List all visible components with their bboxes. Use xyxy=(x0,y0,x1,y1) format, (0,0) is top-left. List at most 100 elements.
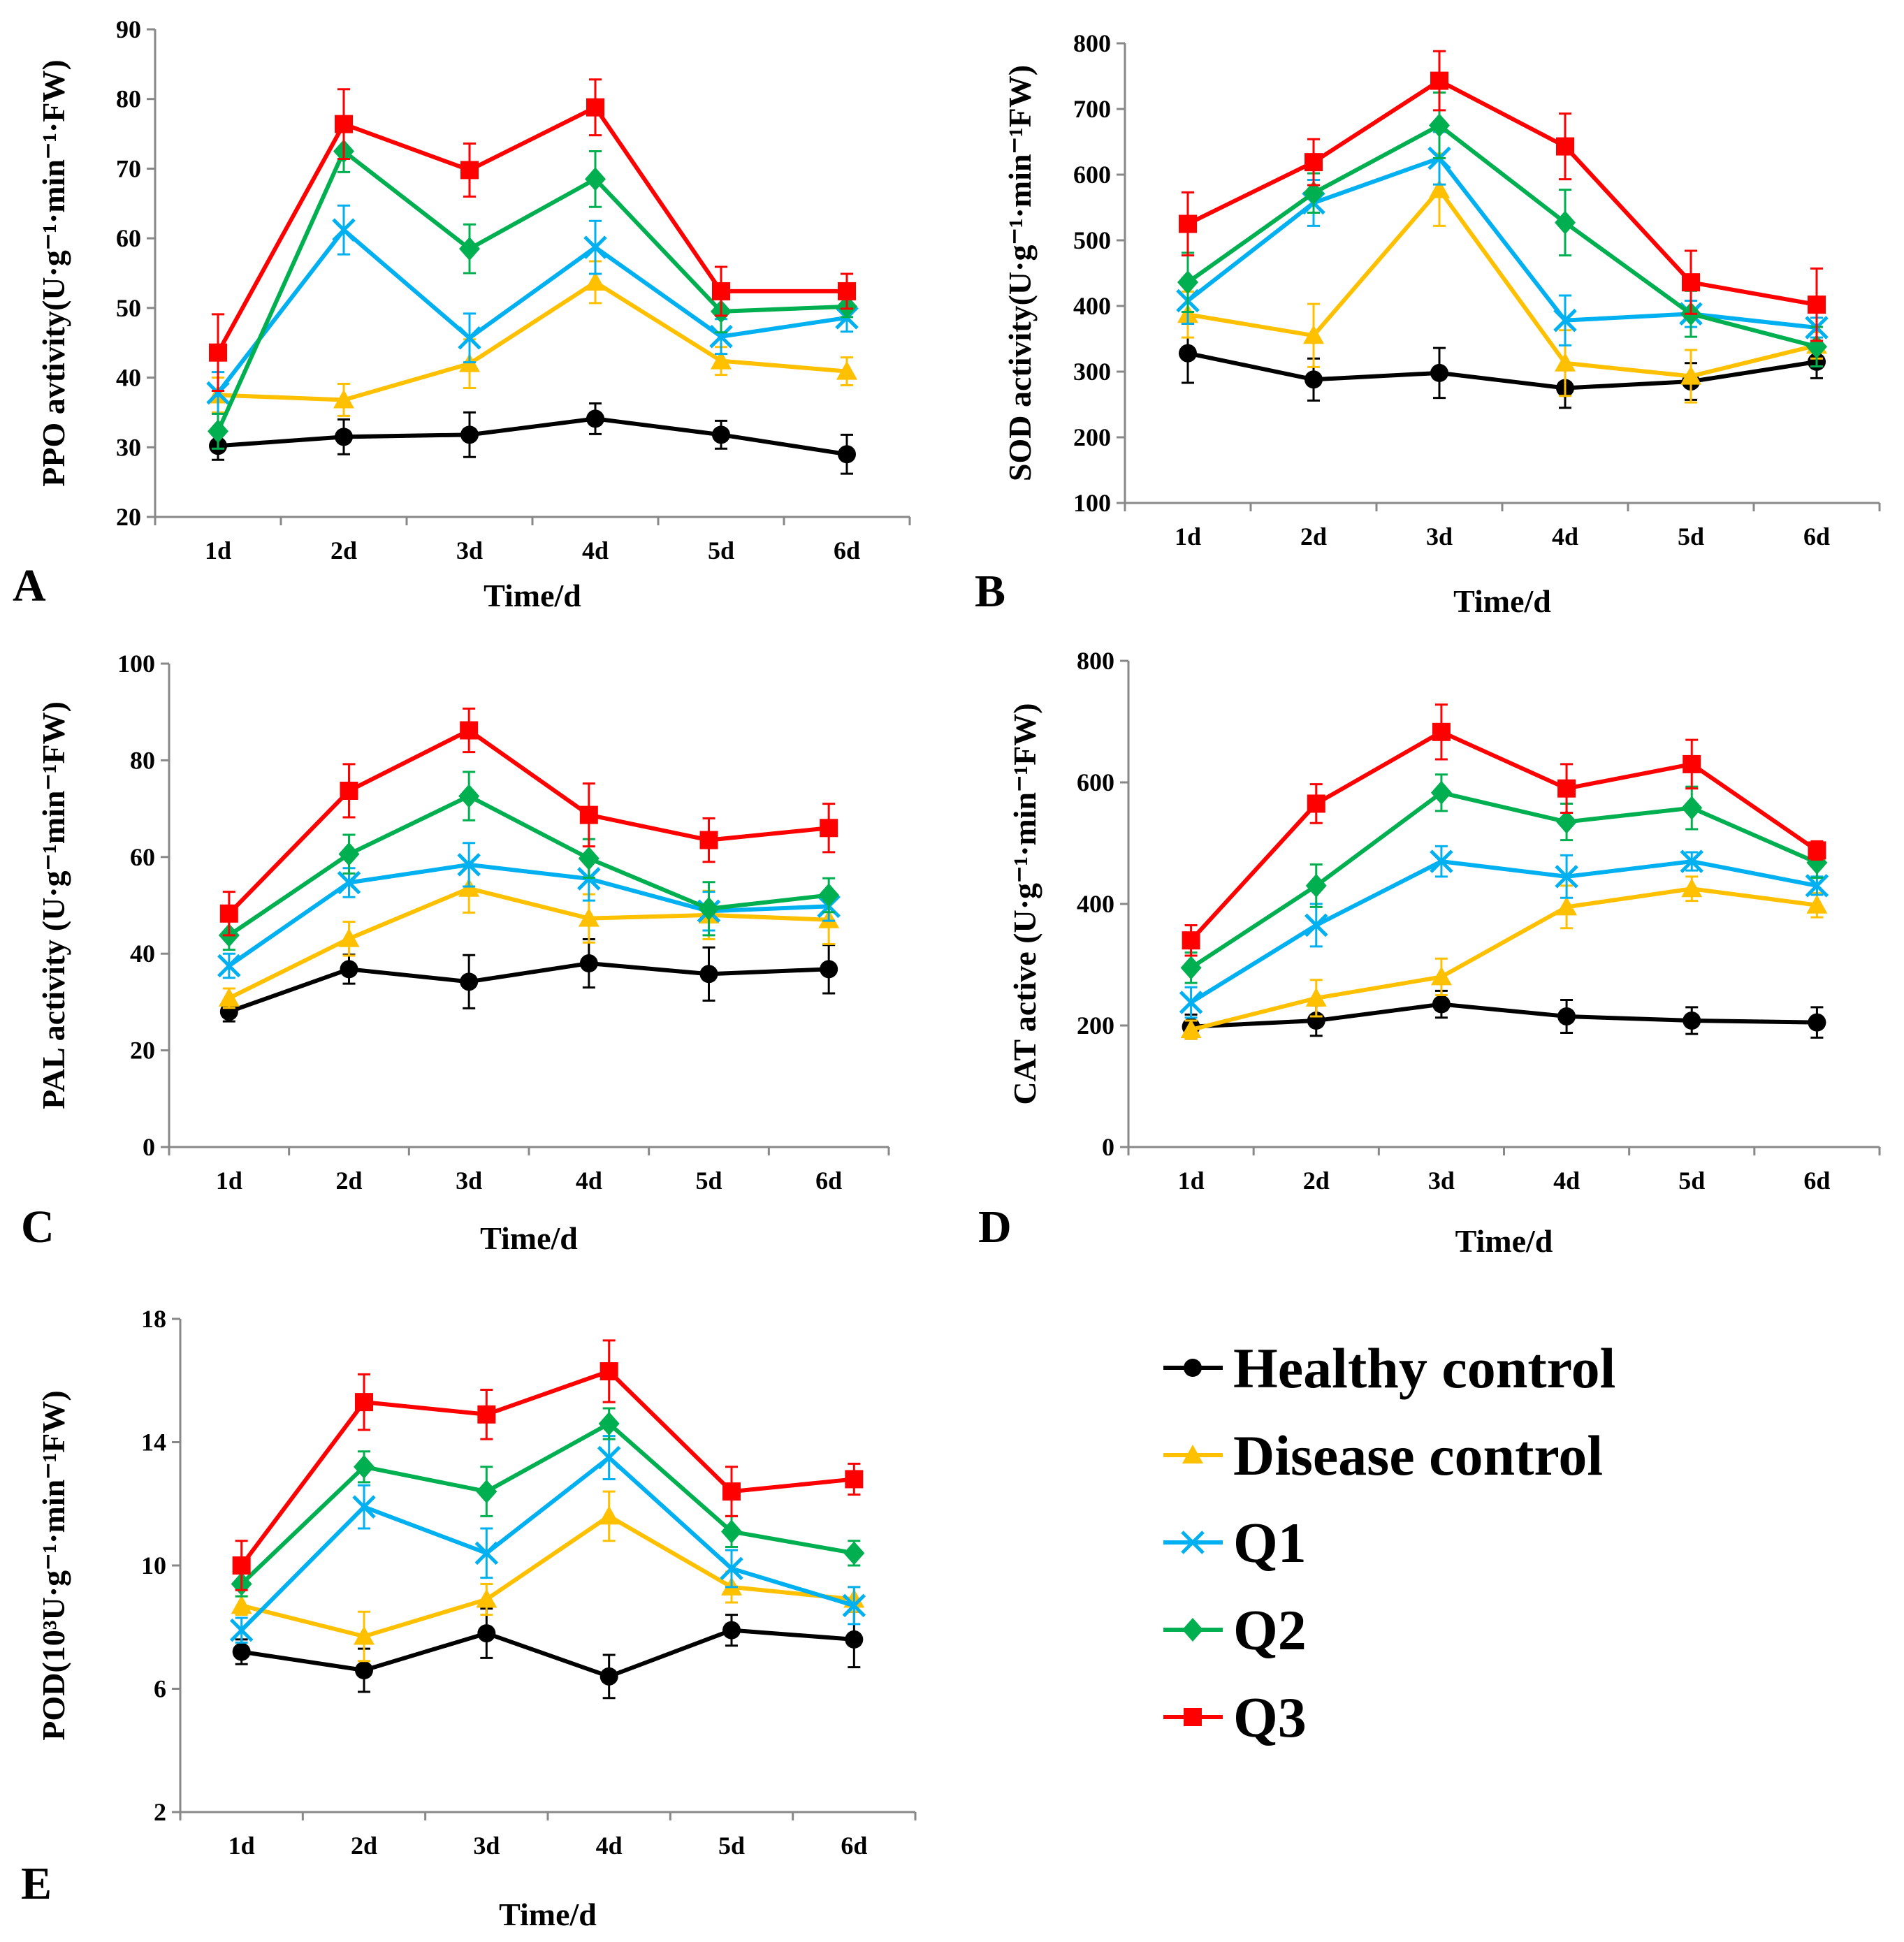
data-point xyxy=(1683,1012,1701,1030)
data-point xyxy=(1680,849,1704,873)
data-point xyxy=(698,896,720,921)
data-point xyxy=(1304,913,1328,937)
x-tick-label: 6d xyxy=(834,536,860,564)
legend-marker xyxy=(1182,1618,1203,1642)
data-point xyxy=(1681,878,1703,898)
series-line xyxy=(228,961,829,1014)
data-point xyxy=(458,784,480,808)
data-point xyxy=(1683,754,1701,773)
series-healthy xyxy=(232,1607,864,1700)
legend-label: Healthy control xyxy=(1233,1336,1615,1400)
marker-stroke xyxy=(1680,849,1704,873)
marker-stroke xyxy=(583,235,607,259)
series-line xyxy=(1191,1002,1817,1029)
data-point xyxy=(578,846,599,870)
data-point xyxy=(1555,352,1576,372)
data-point xyxy=(217,954,241,978)
data-point xyxy=(838,282,856,300)
y-tick-label: 30 xyxy=(116,433,141,461)
y-tick-label: 60 xyxy=(116,224,141,252)
data-point xyxy=(1430,966,1452,986)
series-line xyxy=(217,416,848,457)
x-tick-label: 4d xyxy=(1552,523,1578,550)
data-point xyxy=(818,883,840,907)
x-tick-label: 5d xyxy=(718,1832,745,1860)
y-axis-label: SOD activity(U·g⁻¹·min⁻¹FW) xyxy=(1002,65,1038,481)
series-q1 xyxy=(1179,845,1829,1019)
data-point xyxy=(1180,1019,1202,1039)
data-point xyxy=(1432,722,1451,741)
data-point xyxy=(1180,956,1202,980)
data-point xyxy=(355,1661,373,1680)
data-point xyxy=(598,1505,620,1525)
data-point xyxy=(1556,137,1574,156)
legend-label: Q1 xyxy=(1233,1511,1307,1575)
series-disease xyxy=(231,1490,865,1663)
marker-stroke xyxy=(597,1445,621,1470)
y-tick-label: 800 xyxy=(1073,29,1111,57)
marker-stroke xyxy=(720,1556,743,1581)
x-axis-label: Time/d xyxy=(1455,1223,1553,1259)
data-point xyxy=(1305,873,1327,898)
legend-marker xyxy=(1182,1445,1203,1463)
y-tick-label: 100 xyxy=(1073,489,1111,517)
data-point xyxy=(1556,896,1578,916)
data-point xyxy=(586,409,604,428)
series-line xyxy=(1186,123,1817,349)
x-tick-label: 4d xyxy=(582,536,609,564)
x-tick-label: 3d xyxy=(456,1167,482,1195)
data-point xyxy=(459,237,480,261)
data-point xyxy=(335,428,353,446)
marker-stroke xyxy=(457,853,481,877)
legend-label: Disease control xyxy=(1233,1424,1603,1487)
data-point xyxy=(1557,1007,1576,1025)
x-tick-label: 4d xyxy=(576,1167,602,1195)
y-tick-label: 10 xyxy=(141,1552,166,1579)
data-point xyxy=(340,960,358,979)
y-tick-label: 20 xyxy=(116,503,141,531)
chart-panel-c: 0 20 40 60 80 100 1d 2d 3d 4d 5d 6d Time/d PAL activi… xyxy=(21,650,890,1256)
marker-stroke xyxy=(1181,1531,1205,1554)
data-point xyxy=(1553,308,1577,333)
data-point xyxy=(352,1495,376,1519)
data-point xyxy=(354,1454,375,1479)
marker-stroke xyxy=(332,218,356,242)
chart-panel-e: 2 6 10 14 18 1d 2d 3d 4d 5d 6d Time/d POD(10³U·g⁻¹·m… xyxy=(21,1305,917,1932)
y-axis-label: CAT active (U·g⁻¹·min⁻¹FW) xyxy=(1007,703,1042,1104)
x-tick-label: 3d xyxy=(473,1832,500,1860)
data-point xyxy=(1808,295,1826,314)
x-axis-label: Time/d xyxy=(480,1220,578,1256)
data-point xyxy=(709,324,733,349)
x-tick-label: 3d xyxy=(456,536,483,564)
series-line xyxy=(241,1628,855,1679)
x-tick-label: 1d xyxy=(1175,523,1201,550)
series-line xyxy=(228,862,829,968)
data-point xyxy=(585,271,606,291)
legend-item-q3: Q3 xyxy=(1163,1686,1307,1749)
series-line xyxy=(1186,156,1817,330)
data-point xyxy=(208,419,228,444)
x-tick-label: 6d xyxy=(1803,523,1830,550)
series-line xyxy=(1187,187,1817,379)
data-point xyxy=(845,1630,864,1649)
data-point xyxy=(1305,987,1327,1007)
marker-stroke xyxy=(458,326,481,350)
y-tick-label: 800 xyxy=(1077,647,1114,675)
data-point xyxy=(586,98,604,117)
series-line xyxy=(228,794,829,937)
series-line xyxy=(240,1455,855,1632)
data-point xyxy=(476,1589,497,1608)
legend: Healthy control Disease control Q1 Q2 Q3 xyxy=(1163,1336,1615,1749)
data-point xyxy=(1557,779,1576,798)
series-line xyxy=(1189,729,1819,942)
marker-stroke xyxy=(709,324,733,349)
series-disease xyxy=(218,863,840,1009)
data-point xyxy=(333,389,354,409)
series-line xyxy=(1187,351,1817,390)
data-point xyxy=(579,954,598,973)
x-tick-label: 4d xyxy=(596,1832,623,1860)
data-point xyxy=(712,425,730,444)
data-point xyxy=(820,819,838,838)
series-q3 xyxy=(1182,703,1826,957)
series-q2 xyxy=(218,771,840,951)
